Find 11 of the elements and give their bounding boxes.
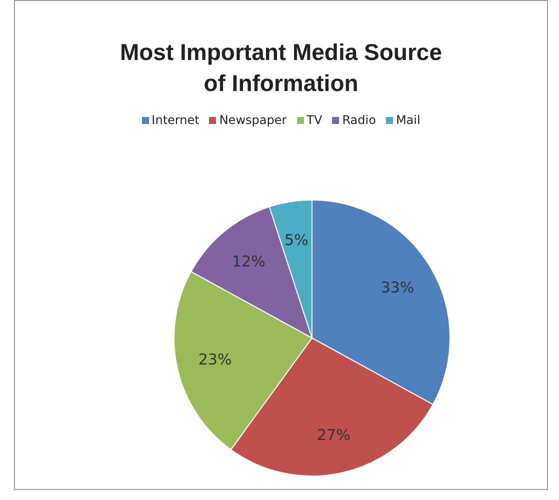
data-label: 33% <box>380 278 414 296</box>
legend-label: Internet <box>150 113 200 127</box>
data-label: 23% <box>198 350 232 369</box>
chart-title: Most Important Media Source of Information <box>118 38 444 98</box>
legend-label: TV <box>306 113 322 127</box>
data-label: 27% <box>317 426 350 444</box>
legend-label: Radio <box>341 113 376 127</box>
data-label: 5% <box>284 230 308 249</box>
data-label: 12% <box>232 252 266 270</box>
legend-label: Newspaper <box>218 113 287 127</box>
legend-label: Mail <box>394 113 420 127</box>
